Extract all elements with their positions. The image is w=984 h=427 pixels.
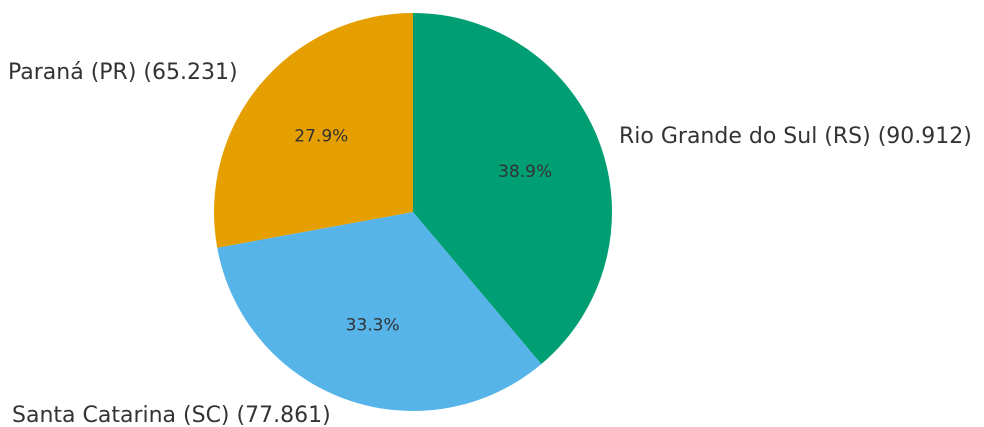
slices-layer [213, 13, 612, 411]
pie-slice-category-label: Rio Grande do Sul (RS) (90.912) [619, 124, 972, 149]
pie-slice-category-label: Paraná (PR) (65.231) [8, 60, 238, 85]
labels-layer: 38.9% Rio Grande do Sul (RS) (90.912) 33.3… [8, 60, 972, 427]
pie-slice-percent-label: 33.3% [346, 315, 400, 335]
pie-slice-percent-label: 38.9% [498, 162, 552, 182]
pie-slice-3 [213, 13, 413, 248]
pie-slice-category-label: Santa Catarina (SC) (77.861) [12, 403, 331, 427]
pie-slice-2 [217, 212, 542, 411]
pie-slice-1 [413, 13, 612, 365]
pie-slice-percent-label: 27.9% [294, 127, 348, 147]
